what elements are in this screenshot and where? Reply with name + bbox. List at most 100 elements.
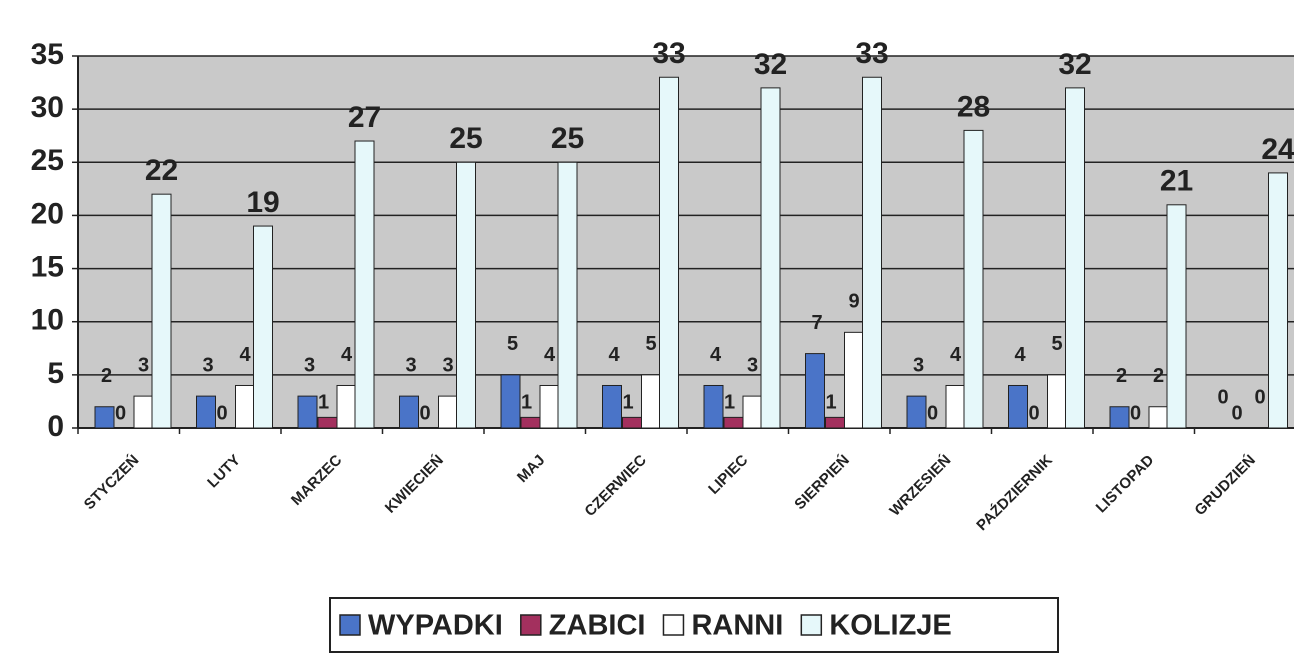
data-label: 0 [419, 402, 430, 424]
legend-swatch [520, 614, 542, 636]
bar [500, 374, 521, 429]
y-tick-label: 10 [31, 304, 64, 337]
bar [641, 374, 661, 429]
data-label: 33 [855, 37, 888, 70]
data-label: 0 [1231, 402, 1242, 424]
data-label: 0 [927, 402, 938, 424]
x-tick-label: MAJ [514, 452, 548, 486]
data-label: 33 [652, 37, 685, 70]
legend-swatch [800, 614, 823, 636]
data-label: 32 [1058, 48, 1091, 81]
bar [399, 395, 419, 429]
data-label: 3 [405, 354, 416, 376]
data-label: 3 [304, 354, 315, 376]
y-tick-label: 0 [47, 410, 64, 443]
x-tick-label: LISTOPAD [1093, 451, 1158, 516]
bar [151, 193, 172, 429]
data-label: 7 [811, 312, 822, 334]
data-label: 5 [645, 333, 656, 355]
data-label: 3 [913, 354, 924, 376]
bar [1166, 204, 1187, 429]
legend-label: KOLIZJE [829, 610, 951, 642]
bar [862, 76, 882, 429]
data-label: 0 [216, 402, 227, 424]
x-tick-label: KWIECIEŃ [382, 452, 447, 517]
data-label: 32 [754, 48, 787, 81]
bar [805, 353, 825, 429]
data-label: 27 [348, 101, 381, 134]
data-label: 22 [145, 154, 178, 187]
data-label: 4 [710, 344, 722, 366]
data-label: 4 [1014, 344, 1026, 366]
bar [1148, 406, 1169, 429]
data-label: 4 [544, 344, 556, 366]
legend [329, 597, 1059, 653]
data-label: 3 [747, 354, 758, 376]
data-label: 0 [1130, 402, 1141, 424]
data-label: 4 [608, 344, 620, 366]
x-tick-label: LIPIEC [705, 451, 751, 497]
data-label: 2 [1153, 365, 1164, 387]
data-label: 5 [507, 333, 518, 355]
data-label: 1 [724, 392, 735, 414]
y-tick-label: 5 [47, 357, 64, 390]
y-tick-label: 20 [31, 197, 64, 230]
data-label: 0 [1217, 386, 1228, 408]
legend-swatch [339, 614, 361, 636]
data-label: 5 [1051, 333, 1062, 355]
data-label: 3 [202, 354, 213, 376]
bar [354, 140, 375, 429]
x-tick-label: STYCZEŃ [81, 452, 143, 514]
bar [963, 129, 984, 429]
data-label: 21 [1160, 165, 1193, 198]
bar [235, 384, 255, 429]
bar [557, 161, 578, 429]
bar [703, 384, 724, 429]
data-label: 1 [825, 392, 836, 414]
data-label: 3 [442, 354, 453, 376]
y-tick-label: 30 [31, 91, 64, 124]
bar [1047, 374, 1067, 429]
bar [844, 331, 864, 429]
x-tick-label: WRZESIEŃ [886, 452, 954, 520]
plot-area [78, 56, 1294, 428]
x-tick-label: GRUDZIEŃ [1191, 452, 1258, 519]
bar [94, 406, 115, 429]
bar [520, 416, 541, 429]
bar [723, 416, 744, 429]
bar [825, 416, 845, 429]
data-label: 24 [1261, 133, 1294, 166]
data-label: 19 [246, 186, 279, 219]
data-label: 0 [115, 402, 126, 424]
y-tick-label: 35 [31, 38, 64, 71]
data-label: 4 [950, 344, 962, 366]
x-tick-label: MARZEC [288, 452, 346, 510]
bar [1109, 406, 1130, 429]
data-label: 1 [622, 392, 633, 414]
data-label: 2 [1116, 365, 1127, 387]
data-label: 1 [521, 392, 532, 414]
bar [336, 384, 357, 429]
x-tick-label: SIERPIEŃ [791, 452, 853, 514]
y-tick-label: 25 [31, 144, 64, 177]
bar [253, 225, 273, 429]
bar [945, 384, 966, 429]
bar [760, 87, 781, 429]
x-tick-label: CZERWIEC [581, 452, 650, 521]
x-tick-label: PAŹDZIERNIK [973, 452, 1056, 535]
bar [602, 384, 622, 429]
bar [539, 384, 560, 429]
legend-label: RANNI [691, 610, 783, 642]
data-label: 1 [318, 392, 329, 414]
bar [1268, 172, 1288, 429]
y-tick-label: 15 [31, 250, 64, 283]
bar [317, 416, 338, 429]
bar [438, 395, 458, 429]
x-tick-label: LUTY [204, 452, 244, 492]
bar [742, 395, 763, 429]
data-label: 2 [101, 365, 112, 387]
data-label: 3 [138, 354, 149, 376]
bar [622, 416, 642, 429]
bar [1008, 384, 1028, 429]
